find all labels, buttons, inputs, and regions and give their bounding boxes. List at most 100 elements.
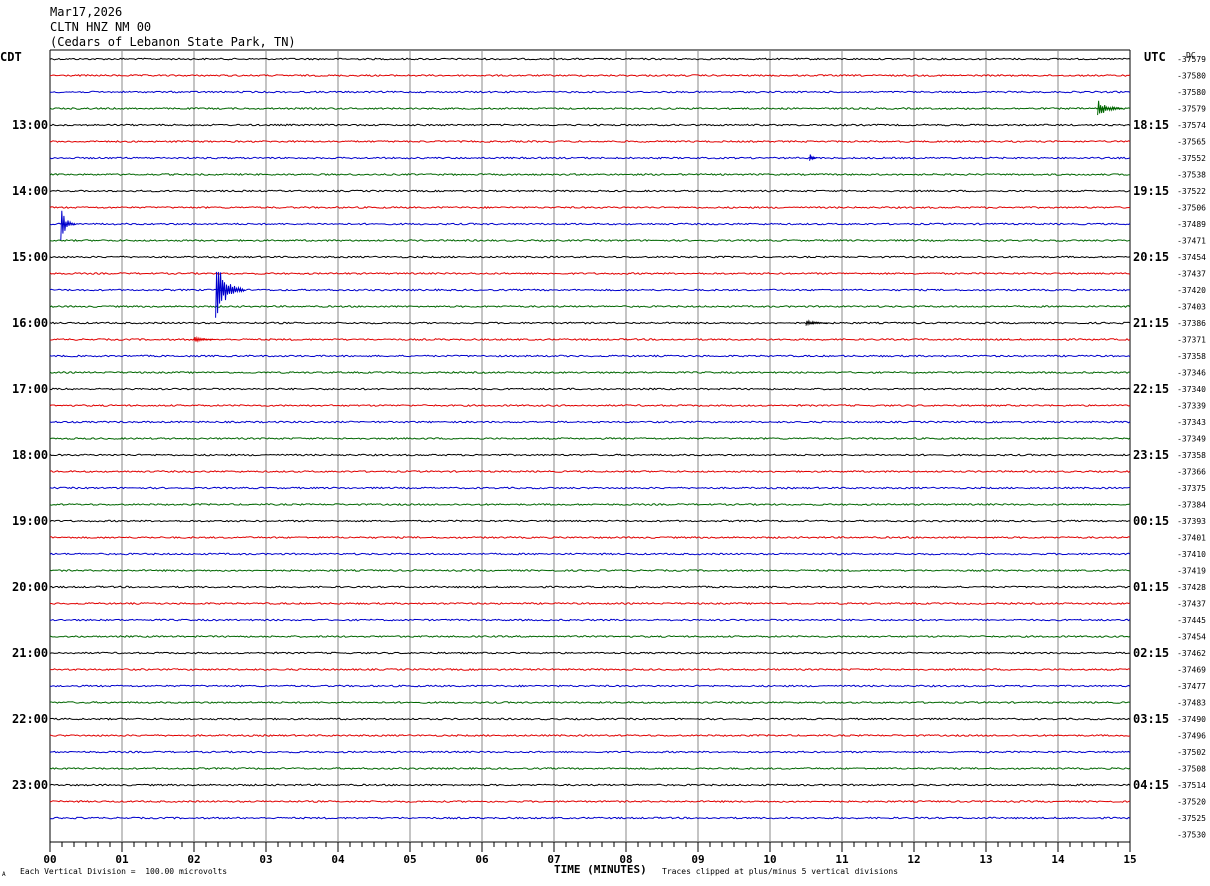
x-tick-label: 15 [1123, 853, 1136, 866]
right-time-label: 19:15 [1133, 184, 1169, 198]
left-time-label: 17:00 [12, 382, 48, 396]
right-time-label: 23:15 [1133, 448, 1169, 462]
left-time-label: 22:00 [12, 712, 48, 726]
x-tick-label: 09 [691, 853, 704, 866]
seismic-trace [49, 57, 1131, 61]
dc-offset-value: -37371 [1177, 336, 1206, 345]
right-time-label: 04:15 [1133, 778, 1169, 792]
seismic-event [809, 154, 818, 161]
seismic-trace [49, 156, 1131, 160]
right-time-label: 03:15 [1133, 712, 1169, 726]
x-tick-label: 14 [1051, 853, 1065, 866]
left-timezone-label: CDT [0, 50, 22, 64]
seismic-trace [49, 585, 1131, 589]
seismic-trace [49, 321, 1131, 325]
right-time-label: 20:15 [1133, 250, 1169, 264]
seismic-trace [49, 437, 1131, 440]
dc-offset-value: -37502 [1177, 748, 1206, 757]
seismic-trace [49, 519, 1131, 523]
seismic-trace [49, 486, 1131, 490]
dc-offset-value: -37419 [1177, 567, 1206, 576]
seismic-trace [49, 271, 1131, 275]
dc-offset-value: -37437 [1177, 270, 1206, 279]
right-timezone-label: UTC [1144, 50, 1166, 64]
right-time-label: 01:15 [1133, 580, 1169, 594]
dc-offset-value: -37340 [1177, 385, 1206, 394]
footer-scale-note: Each Vertical Division = 100.00 microvol… [20, 867, 228, 876]
seismic-trace [49, 206, 1131, 209]
right-time-label: 02:15 [1133, 646, 1169, 660]
seismic-trace [49, 354, 1131, 358]
x-tick-label: 00 [43, 853, 56, 866]
seismic-trace [49, 387, 1131, 391]
dc-offset-value: -37538 [1177, 171, 1206, 180]
seismic-trace [49, 107, 1131, 110]
seismic-trace [49, 816, 1131, 820]
x-tick-label: 11 [835, 853, 849, 866]
seismic-trace [49, 74, 1131, 77]
seismic-trace [49, 371, 1131, 375]
seismic-trace [49, 684, 1131, 688]
grid-layer [49, 49, 1131, 852]
left-time-label: 19:00 [12, 514, 48, 528]
x-tick-label: 05 [403, 853, 416, 866]
left-time-label: 15:00 [12, 250, 48, 264]
seismic-event [805, 319, 828, 327]
left-time-label: 16:00 [12, 316, 48, 330]
seismic-trace [49, 173, 1131, 176]
dc-offset-value: -37483 [1177, 699, 1206, 708]
seismic-event [60, 210, 76, 241]
seismic-trace [49, 420, 1131, 424]
dc-offset-value: -37522 [1177, 187, 1206, 196]
seismic-trace [49, 470, 1131, 473]
footer-marker: A [2, 871, 6, 878]
dc-offset-value: -37579 [1177, 55, 1206, 64]
dc-offset-value: -37358 [1177, 352, 1206, 361]
dc-offset-value: -37410 [1177, 550, 1206, 559]
seismic-trace [49, 189, 1131, 193]
footer-clip-note: Traces clipped at plus/minus 5 vertical … [662, 867, 899, 876]
dc-offset-value: -37552 [1177, 154, 1206, 163]
seismic-trace [49, 602, 1131, 606]
right-time-label: 21:15 [1133, 316, 1169, 330]
seismic-trace [49, 305, 1131, 308]
x-tick-label: 02 [187, 853, 200, 866]
dc-offset-value: -37508 [1177, 765, 1206, 774]
dc-offset-value: -37469 [1177, 666, 1206, 675]
seismic-trace [49, 239, 1131, 242]
dc-offset-value: -37490 [1177, 715, 1206, 724]
seismic-trace [49, 668, 1131, 671]
dc-offset-value: -37580 [1177, 72, 1206, 81]
x-tick-label: 07 [547, 853, 560, 866]
dc-offset-value: -37445 [1177, 616, 1206, 625]
label-layer: 00 01 02 03 04 05 06 07 08 09 10 11 12 13 14 15 13:00 14:… [12, 55, 1206, 866]
x-axis-title: TIME (MINUTES) [554, 863, 647, 876]
x-tick-label: 03 [259, 853, 272, 866]
dc-offset-value: -37346 [1177, 369, 1206, 378]
seismic-trace [49, 90, 1131, 94]
header-date: Mar17,2026 [50, 5, 123, 19]
seismic-trace [49, 635, 1131, 638]
seismic-trace [49, 750, 1131, 754]
left-time-label: 13:00 [12, 118, 48, 132]
seismic-trace [49, 404, 1131, 407]
seismic-trace [49, 140, 1131, 143]
seismic-trace [49, 502, 1131, 506]
header-station: CLTN HNZ NM 00 [50, 20, 152, 34]
right-time-label: 18:15 [1133, 118, 1169, 132]
x-tick-label: 12 [907, 853, 920, 866]
dc-offset-value: -37358 [1177, 451, 1206, 460]
seismic-event [215, 271, 245, 318]
dc-offset-value: -37454 [1177, 633, 1206, 642]
x-tick-label: 06 [475, 853, 489, 866]
dc-offset-value: -37579 [1177, 105, 1206, 114]
x-tick-label: 08 [619, 853, 632, 866]
dc-offset-value: -37375 [1177, 484, 1206, 493]
trace-layer [49, 57, 1131, 820]
dc-offset-value: -37393 [1177, 517, 1206, 526]
left-time-label: 14:00 [12, 184, 48, 198]
dc-offset-header: DC [1186, 51, 1196, 60]
dc-offset-value: -37565 [1177, 138, 1206, 147]
seismic-trace [49, 767, 1131, 771]
dc-offset-value: -37366 [1177, 468, 1206, 477]
